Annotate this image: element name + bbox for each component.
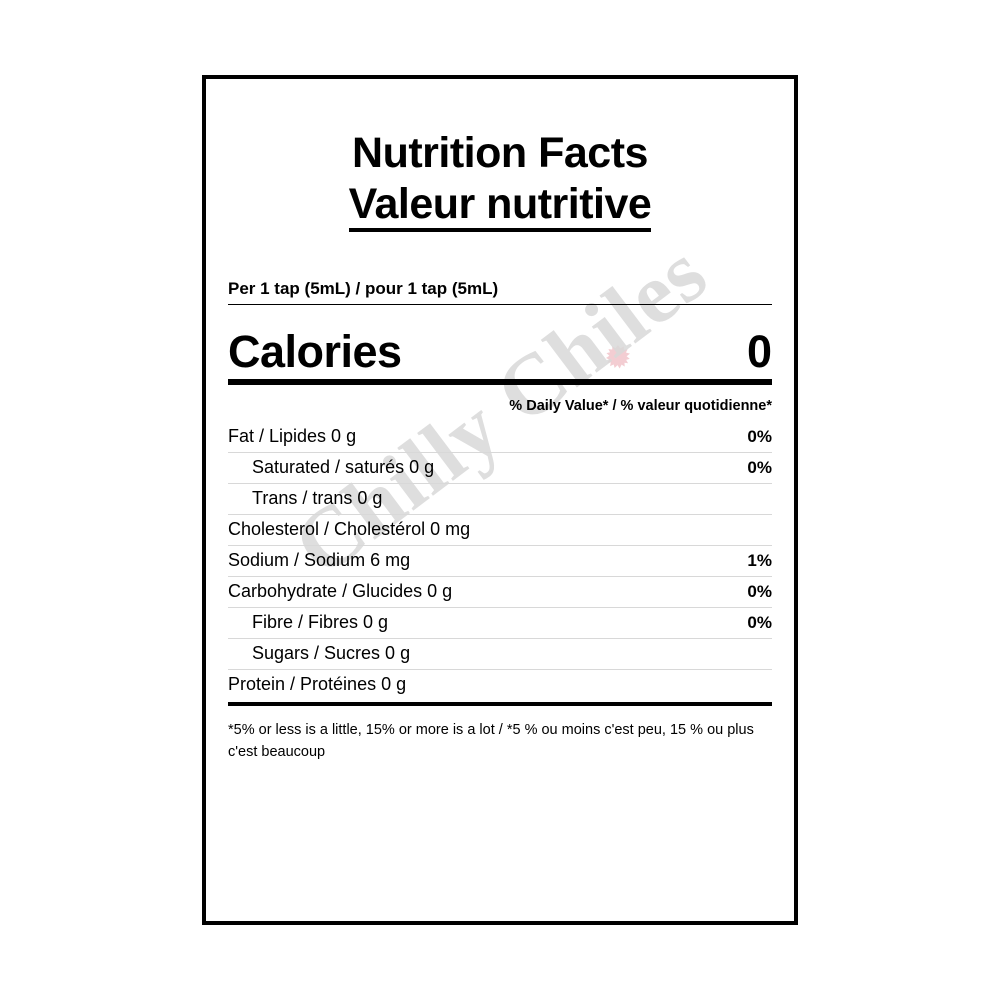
nutrient-daily-value: 0%: [747, 582, 772, 601]
calories-row: Calories 0: [228, 329, 772, 385]
nutrient-daily-value: 1%: [747, 551, 772, 570]
table-row: Saturated / saturés 0 g 0%: [228, 453, 772, 484]
footnote: *5% or less is a little, 15% or more is …: [228, 722, 754, 761]
table-row: Cholesterol / Cholestérol 0 mg: [228, 515, 772, 546]
table-row: Protein / Protéines 0 g: [228, 670, 772, 706]
calories-label: Calories: [228, 326, 402, 377]
table-row: Fibre / Fibres 0 g 0%: [228, 608, 772, 639]
title-french-wrapper: Valeur nutritive: [228, 181, 772, 232]
title-english: Nutrition Facts: [352, 129, 648, 177]
nutrient-daily-value: 0%: [747, 613, 772, 632]
table-row: Sodium / Sodium 6 mg 1%: [228, 546, 772, 577]
nutrient-name: Protein / Protéines 0 g: [228, 674, 407, 694]
nutrient-name: Saturated / saturés 0 g: [252, 457, 435, 477]
nutrient-name: Fibre / Fibres 0 g: [252, 612, 389, 632]
table-row: Sugars / Sucres 0 g: [228, 639, 772, 670]
label-content: Nutrition Facts Valeur nutritive Per 1 t…: [206, 129, 794, 764]
calories-value: 0: [746, 326, 772, 377]
nutrient-list: Fat / Lipides 0 g 0% Saturated / saturés 0…: [228, 422, 772, 706]
table-row: Trans / trans 0 g: [228, 484, 772, 515]
serving-size: Per 1 tap (5mL) / pour 1 tap (5mL): [228, 279, 772, 305]
nutrient-daily-value: 0%: [747, 458, 772, 477]
nutrient-name: Fat / Lipides 0 g: [228, 426, 357, 446]
nutrient-name: Sodium / Sodium 6 mg: [228, 550, 411, 570]
daily-value-header: % Daily Value* / % valeur quotidienne*: [509, 398, 772, 414]
nutrient-name: Sugars / Sucres 0 g: [252, 643, 411, 663]
nutrient-name: Carbohydrate / Glucides 0 g: [228, 581, 453, 601]
title-french: Valeur nutritive: [348, 181, 652, 232]
nutrition-facts-label: Chilly Chiles Nutrition Facts Valeur nut…: [202, 75, 798, 925]
table-row: Fat / Lipides 0 g 0%: [228, 422, 772, 453]
nutrient-daily-value: 0%: [747, 427, 772, 446]
nutrient-name: Cholesterol / Cholestérol 0 mg: [228, 519, 471, 539]
table-row: Carbohydrate / Glucides 0 g 0%: [228, 577, 772, 608]
nutrient-name: Trans / trans 0 g: [252, 488, 383, 508]
